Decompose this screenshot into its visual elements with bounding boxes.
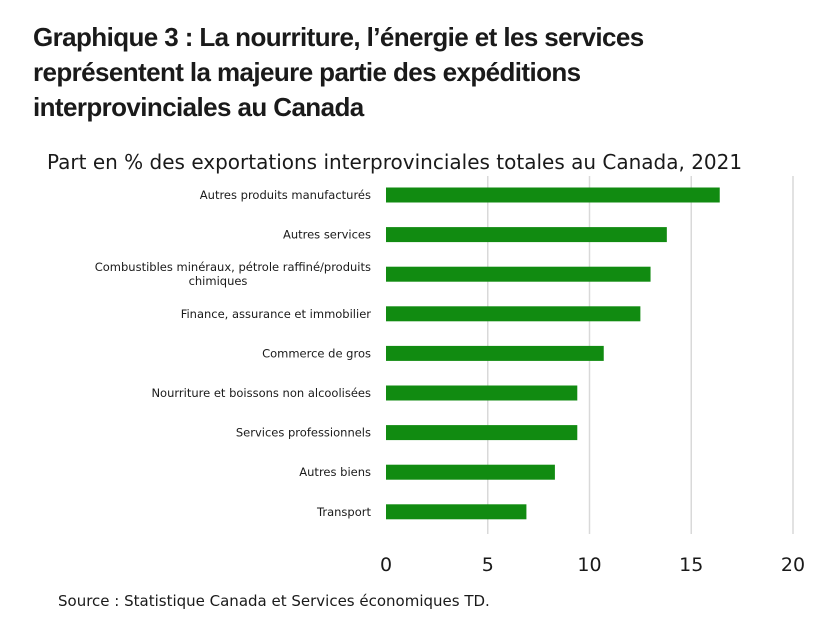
bar xyxy=(386,266,651,282)
category-label: Nourriture et boissons non alcoolisées xyxy=(151,386,371,400)
category-label: Combustibles minéraux, pétrole raffiné/p… xyxy=(95,260,371,274)
x-tick-label: 20 xyxy=(781,554,805,576)
bar xyxy=(386,227,667,243)
category-label: Transport xyxy=(316,505,371,519)
bar xyxy=(386,345,604,361)
category-label: Autres biens xyxy=(299,465,371,479)
x-tick-label: 15 xyxy=(679,554,703,576)
bar xyxy=(386,306,641,322)
bar xyxy=(386,187,720,203)
bar xyxy=(386,504,527,520)
x-tick-label: 10 xyxy=(577,554,601,576)
x-tick-label: 5 xyxy=(482,554,494,576)
bar xyxy=(386,425,578,441)
source-note: Source : Statistique Canada et Services … xyxy=(58,592,490,610)
category-label: Autres produits manufacturés xyxy=(200,188,371,202)
bar xyxy=(386,464,555,480)
chart-subtitle: Part en % des exportations interprovinci… xyxy=(47,150,743,174)
chart-title: Graphique 3 : La nourriture, l’énergie e… xyxy=(33,22,644,122)
x-tick-label: 0 xyxy=(380,554,392,576)
bar xyxy=(386,385,578,401)
category-label: chimiques xyxy=(189,274,248,288)
category-label: Finance, assurance et immobilier xyxy=(181,307,372,321)
category-label: Services professionnels xyxy=(236,426,371,440)
category-label: Autres services xyxy=(283,228,371,242)
category-label: Commerce de gros xyxy=(262,346,371,360)
